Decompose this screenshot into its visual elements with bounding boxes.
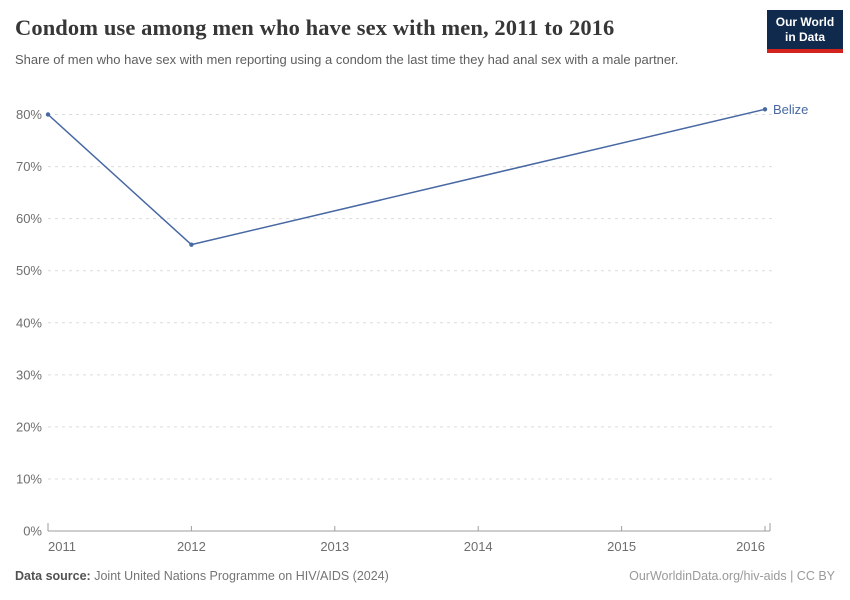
y-axis-tick-label: 80% bbox=[16, 107, 42, 122]
owid-logo-line1: Our World bbox=[775, 15, 835, 29]
x-axis-tick-label: 2015 bbox=[607, 539, 636, 554]
y-axis-tick-label: 20% bbox=[16, 419, 42, 434]
y-axis-tick-label: 30% bbox=[16, 367, 42, 382]
y-axis-tick-label: 70% bbox=[16, 159, 42, 174]
y-axis-tick-label: 50% bbox=[16, 263, 42, 278]
y-axis-tick-label: 60% bbox=[16, 211, 42, 226]
owid-logo[interactable]: Our World in Data bbox=[767, 10, 843, 53]
line-chart-canvas: 0% 10% 20% 30% 40% 50% 60% 70% 80% 2011 2012 2013 20… bbox=[16, 102, 808, 554]
x-axis-tick-label: 2012 bbox=[177, 539, 206, 554]
owid-logo-line2: in Data bbox=[784, 29, 825, 44]
data-source: Data source: Joint United Nations Progra… bbox=[15, 569, 389, 583]
chart-subtitle: Share of men who have sex with men repor… bbox=[15, 52, 679, 67]
series-label-belize[interactable]: Belize bbox=[773, 102, 808, 117]
y-axis-tick-label: 0% bbox=[23, 524, 42, 539]
x-axis-tick-label: 2013 bbox=[320, 539, 349, 554]
chart-footer: Data source: Joint United Nations Progra… bbox=[15, 569, 835, 583]
series-line-belize[interactable] bbox=[47, 108, 766, 246]
data-point-belize-2016[interactable] bbox=[762, 107, 768, 112]
y-axis-tick-label: 40% bbox=[16, 315, 42, 330]
y-axis-tick-label: 10% bbox=[16, 471, 42, 486]
chart-title: Condom use among men who have sex with m… bbox=[15, 15, 615, 40]
data-source-label: Data source: bbox=[15, 569, 91, 583]
credit-link[interactable]: OurWorldinData.org/hiv-aids | CC BY bbox=[629, 569, 835, 583]
x-axis-tick-label: 2011 bbox=[48, 539, 76, 554]
x-axis-tick-label: 2016 bbox=[736, 539, 765, 554]
data-point-belize-2012[interactable] bbox=[189, 242, 194, 247]
data-point-belize-2011[interactable] bbox=[45, 112, 51, 117]
chart-header: Condom use among men who have sex with m… bbox=[15, 15, 835, 69]
x-axis-tick-label: 2014 bbox=[464, 539, 493, 554]
data-source-text: Joint United Nations Programme on HIV/AI… bbox=[94, 569, 389, 583]
